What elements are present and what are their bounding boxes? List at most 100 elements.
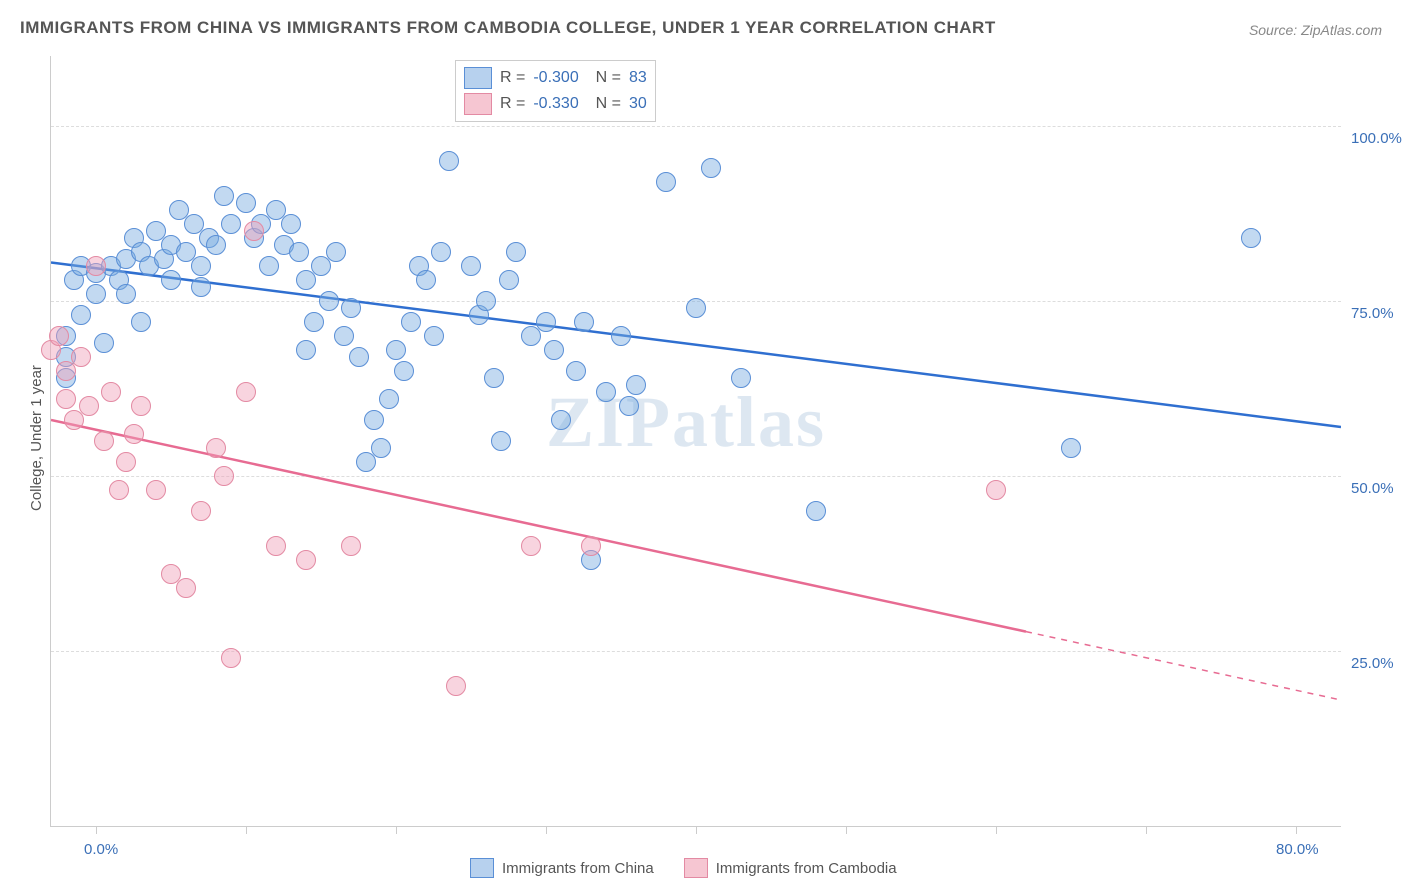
data-point-cambodia [581,536,601,556]
data-point-cambodia [49,326,69,346]
data-point-china [206,235,226,255]
x-tick [996,826,997,834]
data-point-cambodia [131,396,151,416]
data-point-cambodia [206,438,226,458]
data-point-china [439,151,459,171]
data-point-cambodia [521,536,541,556]
data-point-china [341,298,361,318]
data-point-china [424,326,444,346]
data-point-china [191,277,211,297]
data-point-china [259,256,279,276]
series-legend-label: Immigrants from Cambodia [716,860,897,877]
data-point-cambodia [146,480,166,500]
regression-lines [51,56,1341,826]
data-point-china [461,256,481,276]
data-point-china [86,284,106,304]
data-point-china [401,312,421,332]
data-point-china [499,270,519,290]
legend-n-label: N = [587,95,621,113]
x-tick [846,826,847,834]
correlation-legend: R =-0.300 N =83R =-0.330 N =30 [455,60,656,122]
data-point-cambodia [116,452,136,472]
data-point-cambodia [236,382,256,402]
data-point-cambodia [244,221,264,241]
x-tick [396,826,397,834]
data-point-china [394,361,414,381]
data-point-china [386,340,406,360]
source-credit: Source: ZipAtlas.com [1249,22,1382,38]
data-point-china [236,193,256,213]
data-point-china [116,284,136,304]
data-point-china [484,368,504,388]
data-point-china [131,312,151,332]
x-tick [696,826,697,834]
watermark: ZIPatlas [546,381,826,464]
data-point-china [371,438,391,458]
series-legend-item: Immigrants from Cambodia [684,858,897,878]
data-point-cambodia [986,480,1006,500]
data-point-china [596,382,616,402]
data-point-china [574,312,594,332]
data-point-cambodia [214,466,234,486]
data-point-cambodia [341,536,361,556]
data-point-china [304,312,324,332]
series-legend: Immigrants from China Immigrants from Cam… [470,858,897,878]
data-point-cambodia [221,648,241,668]
data-point-china [326,242,346,262]
x-max-label: 80.0% [1276,841,1319,858]
data-point-cambodia [101,382,121,402]
data-point-cambodia [79,396,99,416]
data-point-cambodia [94,431,114,451]
legend-swatch [464,67,492,89]
data-point-cambodia [266,536,286,556]
data-point-china [619,396,639,416]
data-point-cambodia [176,578,196,598]
y-tick-label: 100.0% [1351,130,1406,147]
data-point-china [289,242,309,262]
series-legend-label: Immigrants from China [502,860,654,877]
data-point-china [161,270,181,290]
legend-r-value: -0.330 [533,95,578,113]
series-legend-item: Immigrants from China [470,858,654,878]
stat-legend-row: R =-0.300 N =83 [464,65,647,91]
data-point-china [71,305,91,325]
legend-r-label: R = [500,95,525,113]
data-point-china [491,431,511,451]
data-point-china [656,172,676,192]
x-tick [96,826,97,834]
y-tick-label: 75.0% [1351,305,1406,322]
data-point-cambodia [124,424,144,444]
x-tick [546,826,547,834]
data-point-cambodia [446,676,466,696]
data-point-china [94,333,114,353]
data-point-china [731,368,751,388]
data-point-china [364,410,384,430]
data-point-china [611,326,631,346]
data-point-china [416,270,436,290]
data-point-china [544,340,564,360]
chart-plot-area: 25.0%50.0%75.0%100.0%0.0%80.0%ZIPatlas [50,56,1341,827]
data-point-china [686,298,706,318]
y-tick-label: 25.0% [1351,655,1406,672]
data-point-cambodia [86,256,106,276]
data-point-china [379,389,399,409]
data-point-china [281,214,301,234]
data-point-cambodia [109,480,129,500]
data-point-china [551,410,571,430]
stat-legend-row: R =-0.330 N =30 [464,91,647,117]
gridline [51,651,1341,652]
data-point-china [1241,228,1261,248]
data-point-china [349,347,369,367]
gridline [51,476,1341,477]
data-point-china [319,291,339,311]
data-point-china [191,256,211,276]
data-point-cambodia [191,501,211,521]
legend-r-value: -0.300 [533,69,578,87]
data-point-cambodia [71,347,91,367]
x-tick [1146,826,1147,834]
data-point-china [701,158,721,178]
data-point-china [506,242,526,262]
data-point-cambodia [296,550,316,570]
data-point-china [214,186,234,206]
x-min-label: 0.0% [84,841,118,858]
